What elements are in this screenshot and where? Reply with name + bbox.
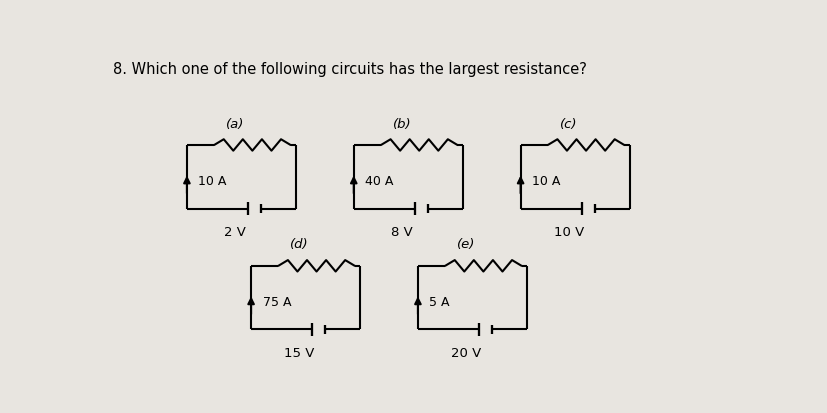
Text: 8 V: 8 V (390, 226, 413, 239)
Text: 5 A: 5 A (429, 296, 449, 309)
Text: 10 A: 10 A (198, 175, 227, 188)
Text: 10 V: 10 V (553, 226, 583, 239)
Text: 75 A: 75 A (262, 296, 291, 309)
Text: (b): (b) (392, 118, 411, 131)
Text: 10 A: 10 A (532, 175, 560, 188)
Text: 8. Which one of the following circuits has the largest resistance?: 8. Which one of the following circuits h… (113, 62, 586, 77)
Text: 20 V: 20 V (451, 347, 480, 360)
Text: (a): (a) (226, 118, 244, 131)
Text: 15 V: 15 V (284, 347, 314, 360)
Text: (c): (c) (559, 118, 576, 131)
Text: (e): (e) (457, 238, 475, 252)
Text: 2 V: 2 V (224, 226, 246, 239)
Text: (d): (d) (289, 238, 308, 252)
Text: 40 A: 40 A (365, 175, 393, 188)
